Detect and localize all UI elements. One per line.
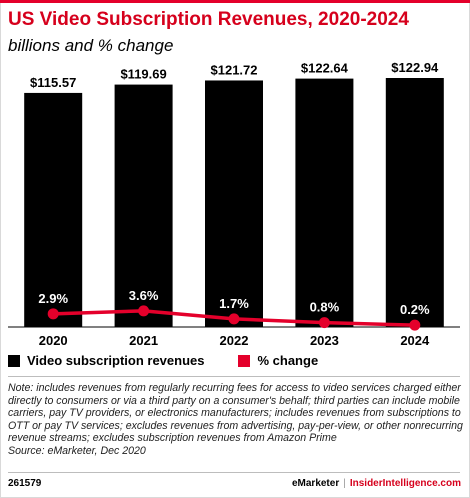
- legend-swatch-revenues: [8, 354, 20, 367]
- brand-site: InsiderIntelligence.com: [349, 478, 461, 489]
- pct-point-2024: [409, 319, 421, 331]
- note-text: Note: includes revenues from regularly r…: [8, 382, 463, 445]
- pct-point-2021: [138, 305, 150, 317]
- x-tick-2024: 2024: [400, 333, 430, 348]
- bars-layer: $115.57 $119.69 $121.72 $122.64 $122.94: [24, 60, 444, 328]
- legend: Video subscription revenues % change: [8, 353, 352, 368]
- x-tick-2022: 2022: [220, 333, 249, 348]
- bar-2023: [295, 78, 354, 328]
- x-tick-labels: 2020 2021 2022 2023 2024: [39, 333, 430, 348]
- chart-area: $115.57 $119.69 $121.72 $122.64 $122.94 2.9%…: [8, 60, 460, 348]
- chart-title: US Video Subscription Revenues, 2020-202…: [8, 9, 409, 30]
- x-tick-2020: 2020: [39, 333, 68, 348]
- source-text: Source: eMarketer, Dec 2020: [8, 444, 146, 457]
- line-layer: 2.9% 3.6% 1.7% 0.8% 0.2%: [38, 288, 430, 331]
- pct-label-2022: 1.7%: [219, 296, 249, 311]
- divider-top: [8, 376, 460, 377]
- pct-label-2021: 3.6%: [129, 288, 159, 303]
- brand-separator: |: [343, 478, 346, 489]
- top-accent-bar: [0, 0, 470, 3]
- legend-item-revenues: Video subscription revenues: [8, 353, 204, 368]
- pct-label-2024: 0.2%: [400, 302, 430, 317]
- pct-point-2022: [228, 313, 240, 325]
- divider-bottom: [8, 472, 460, 473]
- bar-value-label-2020: $115.57: [30, 75, 76, 90]
- bar-2020: [24, 92, 83, 327]
- chart-subtitle: billions and % change: [8, 36, 174, 55]
- bar-value-label-2022: $121.72: [211, 62, 258, 77]
- pct-point-2023: [318, 317, 330, 329]
- footer-brand: eMarketer | InsiderIntelligence.com: [292, 478, 461, 489]
- bar-2021: [114, 84, 173, 327]
- bar-value-label-2023: $122.64: [301, 61, 349, 76]
- bar-2022: [205, 80, 263, 327]
- legend-swatch-change: [238, 354, 251, 367]
- legend-label-revenues: Video subscription revenues: [27, 353, 205, 368]
- bar-value-label-2021: $119.69: [120, 67, 166, 82]
- bar-value-label-2024: $122.94: [391, 60, 439, 75]
- brand-name: eMarketer: [291, 478, 340, 489]
- footnote: Note: includes revenues from regularly r…: [8, 382, 464, 458]
- x-tick-2023: 2023: [310, 333, 339, 348]
- x-tick-2021: 2021: [129, 333, 158, 348]
- bar-2024: [385, 78, 444, 327]
- pct-label-2020: 2.9%: [38, 291, 68, 306]
- pct-label-2023: 0.8%: [310, 300, 340, 315]
- pct-point-2020: [47, 308, 59, 320]
- legend-label-change: % change: [257, 353, 319, 368]
- legend-item-change: % change: [238, 353, 318, 368]
- chart-id: 261579: [8, 478, 42, 489]
